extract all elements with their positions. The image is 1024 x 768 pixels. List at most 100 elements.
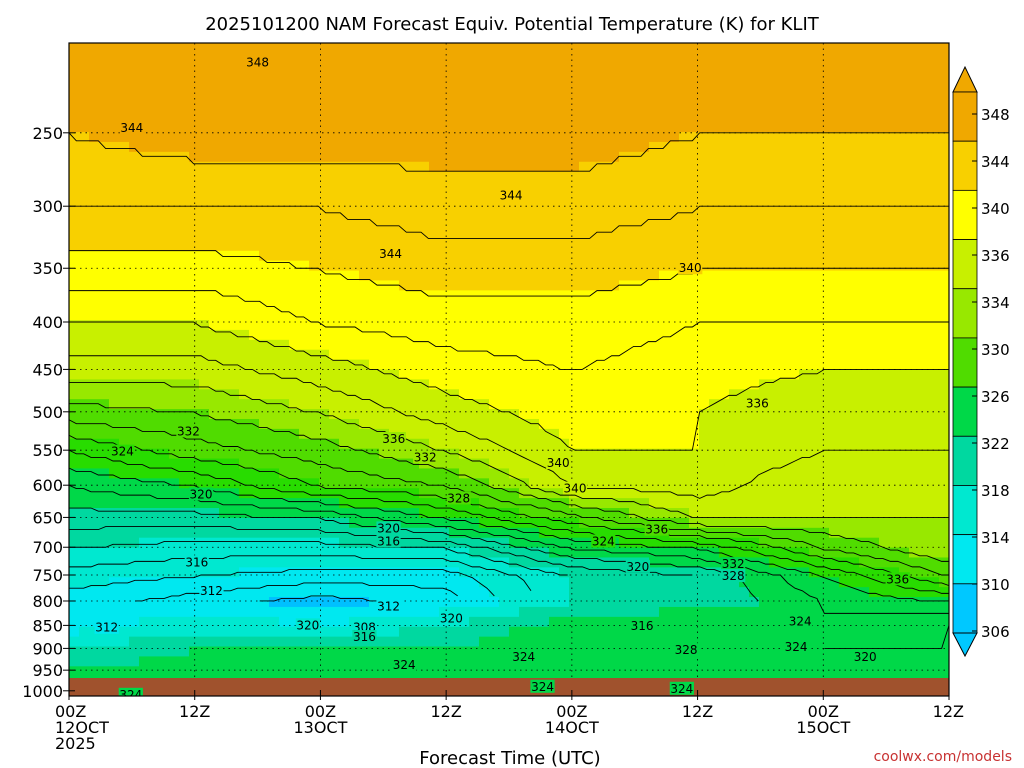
theta-e-cell [439, 260, 450, 272]
theta-e-cell [409, 458, 420, 470]
theta-e-cell [469, 240, 480, 252]
theta-e-cell [89, 616, 100, 628]
theta-e-cell [179, 191, 190, 202]
theta-e-cell [559, 230, 570, 242]
theta-e-cell [239, 537, 250, 549]
theta-e-cell [769, 646, 780, 658]
theta-e-cell [379, 359, 390, 371]
theta-e-cell [669, 359, 680, 371]
theta-e-cell [179, 151, 190, 163]
theta-e-cell [529, 616, 540, 628]
theta-e-cell [79, 82, 90, 94]
theta-e-cell [369, 102, 380, 113]
theta-e-cell [719, 230, 730, 242]
theta-e-cell [569, 191, 580, 202]
theta-e-cell [249, 389, 260, 400]
theta-e-cell [259, 606, 270, 618]
theta-e-cell [629, 339, 640, 351]
theta-e-cell [529, 221, 540, 232]
theta-e-cell [289, 221, 300, 232]
theta-e-cell [649, 72, 660, 84]
theta-e-cell [409, 577, 420, 588]
theta-e-cell [689, 587, 700, 598]
theta-e-cell [799, 488, 810, 499]
theta-e-cell [299, 508, 310, 519]
theta-e-cell [409, 171, 420, 183]
theta-e-cell [699, 191, 710, 202]
theta-e-cell [759, 359, 770, 371]
theta-e-cell [129, 72, 140, 84]
theta-e-cell [239, 616, 250, 628]
theta-e-cell [309, 132, 320, 143]
theta-e-cell [109, 488, 120, 499]
theta-e-cell [289, 468, 300, 479]
theta-e-cell [459, 201, 470, 212]
theta-e-cell [109, 141, 120, 153]
theta-e-cell [359, 399, 370, 410]
theta-e-cell [599, 557, 610, 568]
theta-e-cell [89, 230, 100, 242]
theta-e-cell [209, 428, 220, 440]
theta-e-cell [659, 320, 670, 331]
theta-e-cell [719, 646, 730, 658]
theta-e-cell [519, 428, 530, 440]
theta-e-cell [409, 666, 420, 677]
theta-e-cell [579, 320, 590, 331]
theta-e-cell [769, 280, 780, 291]
theta-e-cell [779, 349, 790, 361]
theta-e-cell [529, 517, 540, 529]
theta-e-cell [109, 290, 120, 301]
theta-e-cell [219, 43, 230, 54]
theta-e-cell [279, 320, 290, 331]
theta-e-cell [239, 191, 250, 202]
theta-e-cell [559, 369, 570, 380]
theta-e-cell [609, 52, 620, 64]
theta-e-cell [659, 478, 670, 489]
theta-e-cell [189, 161, 200, 173]
theta-e-cell [159, 122, 170, 133]
theta-e-cell [599, 102, 610, 113]
theta-e-cell [229, 399, 240, 410]
theta-e-cell [609, 527, 620, 539]
theta-e-cell [559, 72, 570, 84]
theta-e-cell [149, 141, 160, 153]
theta-e-cell [799, 399, 810, 410]
theta-e-cell [89, 448, 100, 460]
theta-e-cell [599, 230, 610, 242]
theta-e-cell [69, 82, 80, 94]
theta-e-cell [809, 557, 820, 568]
theta-e-cell [269, 122, 280, 133]
theta-e-cell [229, 636, 240, 648]
theta-e-cell [629, 300, 640, 311]
theta-e-cell [329, 418, 340, 430]
theta-e-cell [169, 438, 180, 450]
theta-e-cell [469, 349, 480, 361]
theta-e-cell [279, 161, 290, 173]
theta-e-cell [329, 389, 340, 400]
theta-e-cell [329, 468, 340, 479]
theta-e-cell [489, 112, 500, 123]
theta-e-cell [519, 132, 530, 143]
theta-e-cell [399, 418, 410, 430]
theta-e-cell [689, 458, 700, 470]
theta-e-cell [439, 240, 450, 252]
theta-e-cell [689, 488, 700, 499]
theta-e-cell [659, 310, 670, 321]
theta-e-cell [459, 250, 470, 262]
theta-e-cell [509, 438, 520, 450]
theta-e-cell [339, 478, 350, 489]
theta-e-cell [799, 438, 810, 450]
theta-e-cell [239, 310, 250, 321]
theta-e-cell [179, 260, 190, 272]
theta-e-cell [799, 468, 810, 479]
theta-e-cell [79, 389, 90, 400]
theta-e-cell [549, 280, 560, 291]
theta-e-cell [259, 636, 270, 648]
theta-e-cell [679, 201, 690, 212]
theta-e-cell [109, 132, 120, 143]
theta-e-cell [789, 72, 800, 84]
theta-e-cell [579, 250, 590, 262]
theta-e-cell [589, 438, 600, 450]
theta-e-cell [529, 320, 540, 331]
theta-e-cell [779, 379, 790, 390]
